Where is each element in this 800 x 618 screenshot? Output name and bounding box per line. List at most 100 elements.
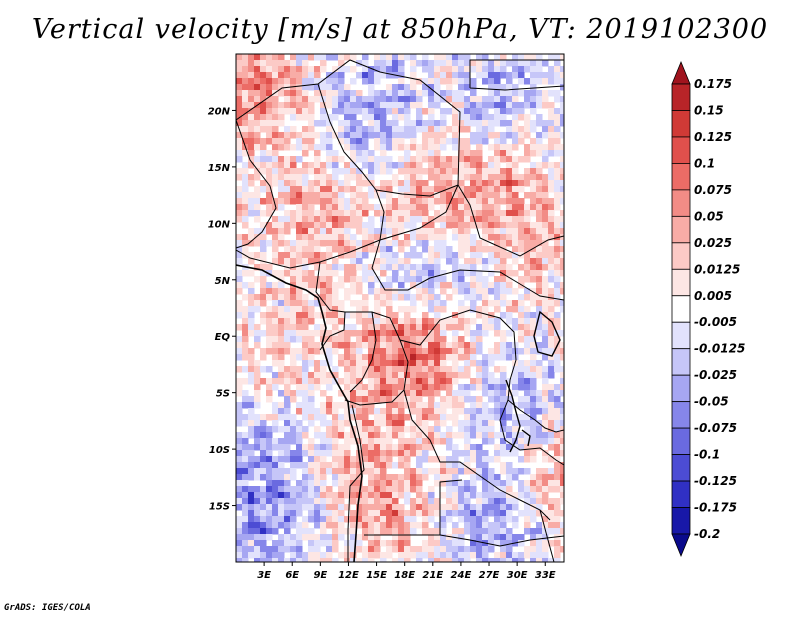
- field-cell: [560, 432, 564, 439]
- field-cell: [344, 444, 351, 451]
- field-cell: [542, 378, 549, 385]
- field-cell: [386, 132, 393, 139]
- field-cell: [314, 120, 321, 127]
- field-cell: [380, 354, 387, 361]
- field-cell: [236, 96, 243, 103]
- field-cell: [308, 396, 315, 403]
- field-cell: [344, 342, 351, 349]
- field-cell: [506, 204, 513, 211]
- field-cell: [458, 534, 465, 541]
- field-cell: [278, 120, 285, 127]
- field-cell: [428, 168, 435, 175]
- field-cell: [428, 90, 435, 97]
- field-cell: [416, 444, 423, 451]
- field-cell: [380, 54, 387, 61]
- field-cell: [416, 60, 423, 67]
- field-cell: [512, 552, 519, 559]
- field-cell: [368, 456, 375, 463]
- field-cell: [530, 252, 537, 259]
- field-cell: [386, 318, 393, 325]
- field-cell: [488, 84, 495, 91]
- field-cell: [494, 390, 501, 397]
- field-cell: [254, 114, 261, 121]
- field-cell: [398, 420, 405, 427]
- field-cell: [386, 522, 393, 529]
- field-cell: [428, 426, 435, 433]
- field-cell: [296, 492, 303, 499]
- field-cell: [548, 390, 555, 397]
- field-cell: [314, 324, 321, 331]
- field-cell: [482, 306, 489, 313]
- field-cell: [476, 474, 483, 481]
- field-cell: [434, 438, 441, 445]
- field-cell: [524, 516, 531, 523]
- field-cell: [326, 336, 333, 343]
- field-cell: [542, 312, 549, 319]
- field-cell: [338, 498, 345, 505]
- field-cell: [338, 264, 345, 271]
- field-cell: [290, 174, 297, 181]
- field-cell: [506, 552, 513, 559]
- field-cell: [344, 528, 351, 535]
- field-cell: [560, 372, 564, 379]
- field-cell: [464, 288, 471, 295]
- field-cell: [542, 510, 549, 517]
- field-cell: [410, 378, 417, 385]
- field-cell: [410, 270, 417, 277]
- field-cell: [470, 264, 477, 271]
- field-cell: [242, 108, 249, 115]
- field-cell: [350, 324, 357, 331]
- field-cell: [536, 492, 543, 499]
- field-cell: [530, 108, 537, 115]
- field-cell: [422, 132, 429, 139]
- field-cell: [332, 444, 339, 451]
- field-cell: [482, 480, 489, 487]
- field-cell: [332, 72, 339, 79]
- field-cell: [512, 366, 519, 373]
- field-cell: [506, 498, 513, 505]
- field-cell: [482, 234, 489, 241]
- field-cell: [320, 294, 327, 301]
- field-cell: [548, 312, 555, 319]
- field-cell: [428, 114, 435, 121]
- field-cell: [368, 234, 375, 241]
- field-cell: [368, 558, 375, 562]
- field-cell: [272, 444, 279, 451]
- field-cell: [302, 168, 309, 175]
- field-cell: [488, 534, 495, 541]
- field-cell: [410, 252, 417, 259]
- field-cell: [440, 96, 447, 103]
- field-cell: [458, 228, 465, 235]
- field-cell: [248, 300, 255, 307]
- field-cell: [494, 354, 501, 361]
- field-cell: [386, 120, 393, 127]
- field-cell: [386, 402, 393, 409]
- field-cell: [470, 198, 477, 205]
- field-cell: [494, 162, 501, 169]
- field-cell: [314, 216, 321, 223]
- field-cell: [386, 426, 393, 433]
- field-cell: [536, 60, 543, 67]
- field-cell: [428, 102, 435, 109]
- field-cell: [530, 516, 537, 523]
- field-cell: [290, 438, 297, 445]
- field-cell: [482, 510, 489, 517]
- field-cell: [386, 162, 393, 169]
- field-cell: [434, 420, 441, 427]
- field-cell: [560, 462, 564, 469]
- field-cell: [404, 396, 411, 403]
- field-cell: [446, 510, 453, 517]
- field-cell: [314, 426, 321, 433]
- field-cell: [416, 486, 423, 493]
- field-cell: [344, 228, 351, 235]
- field-cell: [482, 294, 489, 301]
- field-cell: [530, 402, 537, 409]
- field-cell: [440, 438, 447, 445]
- field-cell: [398, 162, 405, 169]
- field-cell: [440, 378, 447, 385]
- field-cell: [518, 78, 525, 85]
- field-cell: [482, 54, 489, 61]
- field-cell: [266, 288, 273, 295]
- field-cell: [236, 138, 243, 145]
- colorbar-swatch: [671, 242, 691, 270]
